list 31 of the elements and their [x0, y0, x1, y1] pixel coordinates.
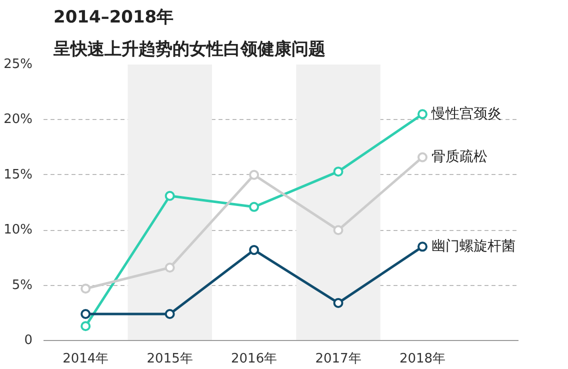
- point: [417, 152, 428, 162]
- point: [164, 262, 175, 273]
- y-tick-label: 15%: [4, 167, 33, 182]
- point: [417, 109, 428, 120]
- point: [80, 309, 91, 319]
- point: [164, 309, 175, 319]
- y-tick-label: 10%: [4, 222, 33, 238]
- point: [333, 298, 344, 308]
- x-tick-label: 2016年: [231, 352, 278, 366]
- point: [249, 170, 260, 180]
- point: [249, 244, 260, 255]
- point: [80, 284, 91, 294]
- y-tick-label: 5%: [12, 278, 32, 293]
- chart-subtitle: 呈快速上升趋势的女性白领健康问题: [52, 40, 326, 60]
- series-label: 幽门螺旋杆菌: [431, 238, 516, 255]
- y-tick-label: 25%: [4, 57, 33, 72]
- x-tick-label: 2018年: [399, 352, 446, 366]
- point: [249, 202, 260, 212]
- point: [80, 321, 91, 332]
- x-tick-label: 2017年: [315, 352, 362, 366]
- y-tick-label: 20%: [4, 112, 33, 128]
- chart-title: 2014–2018年: [54, 8, 174, 28]
- y-tick-label: 0: [24, 333, 33, 348]
- point: [164, 190, 175, 201]
- x-tick-label: 2015年: [146, 352, 193, 366]
- x-tick-label: 2014年: [62, 352, 109, 366]
- point: [333, 225, 344, 236]
- series-label: 慢性宫颈炎: [430, 106, 502, 122]
- series-label: 骨质疏松: [431, 149, 488, 166]
- point: [417, 242, 428, 252]
- point: [333, 166, 344, 177]
